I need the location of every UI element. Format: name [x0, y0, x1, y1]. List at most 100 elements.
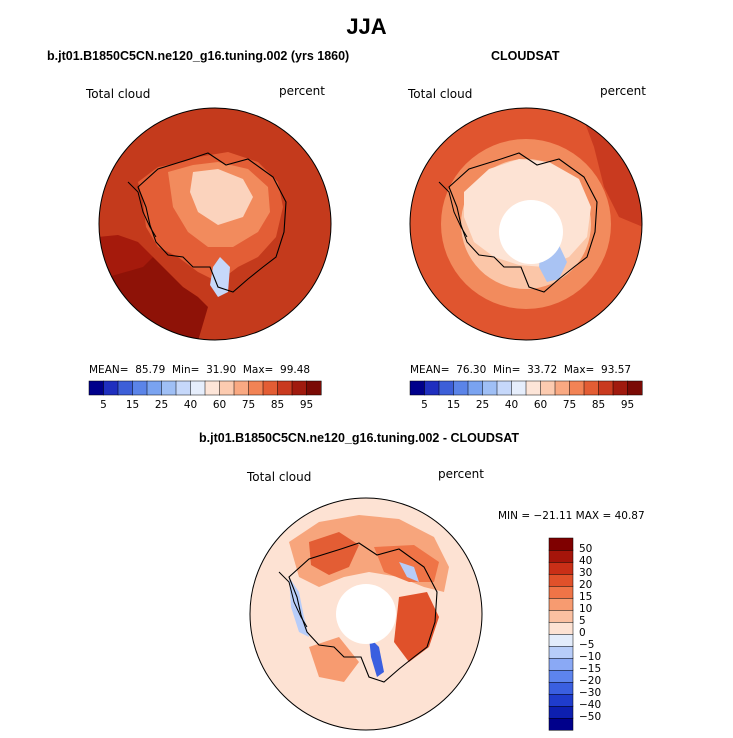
- cloudsat-colorbar-swatch: [496, 380, 513, 396]
- cloudsat-colorbar-tick-label: 15: [446, 399, 461, 411]
- difference-colorbar-tick-label: 50: [579, 543, 593, 555]
- model-colorbar-swatch: [161, 380, 177, 396]
- model-colorbar-swatch: [219, 380, 235, 396]
- difference-panel-title: b.jt01.B1850C5CN.ne120_g16.tuning.002 - …: [199, 431, 519, 445]
- cloudsat-colorbar-tick-label: 5: [421, 399, 428, 411]
- model-colorbar-swatch: [190, 380, 206, 396]
- figure-title: JJA: [346, 14, 387, 39]
- model-panel-title: b.jt01.B1850C5CN.ne120_g16.tuning.002 (y…: [47, 49, 350, 63]
- model-polar-map: [98, 107, 332, 341]
- model-colorbar-tick-label: 60: [212, 399, 227, 411]
- difference-colorbar-tick-label: 0: [579, 627, 586, 639]
- difference-colorbar-tick-label: 5: [579, 615, 586, 627]
- model-colorbar-tick-label: 95: [299, 399, 314, 411]
- model-colorbar-swatch: [233, 380, 250, 396]
- difference-positive-region: [309, 532, 359, 575]
- difference-units-label: percent: [438, 467, 484, 481]
- difference-colorbar-swatch: [548, 549, 574, 563]
- cloudsat-colorbar-tick-label: 25: [475, 399, 490, 411]
- difference-colorbar-tick-label: −10: [579, 651, 602, 663]
- difference-colorbar-tick-label: 20: [579, 579, 593, 591]
- model-colorbar-swatch: [132, 380, 148, 396]
- model-colorbar-tick-label: 40: [183, 399, 198, 411]
- difference-colorbar-swatch: [548, 537, 574, 551]
- cloudsat-panel-title: CLOUDSAT: [491, 49, 560, 63]
- difference-antarctica-coastline: [288, 542, 438, 683]
- model-colorbar-swatch: [262, 380, 279, 396]
- difference-colorbar-tick-label: −15: [579, 663, 602, 675]
- cloudsat-colorbar-swatch: [453, 380, 469, 396]
- difference-colorbar-swatch: [548, 633, 574, 647]
- model-colorbar-swatch: [248, 380, 264, 396]
- model-colorbar-swatch: [291, 380, 308, 396]
- cloudsat-units-label: percent: [600, 84, 646, 98]
- difference-colorbar-tick-label: −40: [579, 699, 602, 711]
- model-colorbar-tick-label: 15: [125, 399, 140, 411]
- model-colorbar-swatch: [103, 380, 119, 396]
- cloudsat-colorbar-swatch: [554, 380, 571, 396]
- cloudsat-polar-map: [409, 107, 643, 341]
- cloudsat-variable-label: Total cloud: [408, 87, 473, 101]
- model-colorbar-tick-label: 85: [270, 399, 285, 411]
- cloudsat-colorbar-tick-label: 85: [591, 399, 606, 411]
- difference-colorbar-swatch: [548, 705, 574, 719]
- model-colorbar-swatch: [117, 380, 134, 396]
- difference-no-data-hole: [336, 584, 396, 644]
- difference-colorbar-swatch: [548, 657, 574, 671]
- difference-colorbar-tick-label: 10: [579, 603, 593, 615]
- cloudsat-colorbar-swatch: [409, 380, 426, 396]
- cloudsat-colorbar-tick-label: 95: [620, 399, 635, 411]
- difference-colorbar-swatch: [548, 561, 574, 575]
- cloudsat-colorbar-swatch: [525, 380, 542, 396]
- difference-colorbar-swatch: [548, 681, 574, 695]
- model-colorbar-tick-label: 25: [154, 399, 169, 411]
- cloudsat-no-data-hole: [499, 200, 563, 264]
- difference-minmax: MIN = −21.11 MAX = 40.87: [498, 510, 645, 522]
- model-colorbar-swatch: [146, 380, 163, 396]
- difference-colorbar-tick-label: −50: [579, 711, 602, 723]
- cloudsat-stats: MEAN= 76.30 Min= 33.72 Max= 93.57: [410, 364, 632, 376]
- difference-colorbar-tick-label: −20: [579, 675, 602, 687]
- model-low-cloud-region: [210, 257, 230, 297]
- cloudsat-antarctica-coastline: [448, 152, 598, 293]
- model-stats: MEAN= 85.79 Min= 31.90 Max= 99.48: [89, 364, 311, 376]
- cloudsat-colorbar-swatch: [540, 380, 556, 396]
- model-colorbar-tick-label: 75: [241, 399, 256, 411]
- difference-colorbar-swatch: [548, 645, 574, 659]
- model-units-label: percent: [279, 84, 325, 98]
- difference-colorbar-swatch: [548, 669, 574, 683]
- difference-colorbar-tick-label: −30: [579, 687, 602, 699]
- model-variable-label: Total cloud: [86, 87, 151, 101]
- model-colorbar-swatch: [175, 380, 192, 396]
- difference-colorbar-tick-label: 30: [579, 567, 593, 579]
- cloudsat-colorbar-tick-label: 75: [562, 399, 577, 411]
- model-colorbar-swatch: [204, 380, 221, 396]
- cloudsat-colorbar-swatch: [482, 380, 498, 396]
- difference-variable-label: Total cloud: [247, 470, 312, 484]
- cloudsat-colorbar-swatch: [627, 380, 643, 396]
- model-colorbar-swatch: [306, 380, 322, 396]
- difference-colorbar-tick-label: 15: [579, 591, 593, 603]
- cloudsat-colorbar-swatch: [467, 380, 484, 396]
- cloudsat-colorbar-swatch: [612, 380, 629, 396]
- difference-colorbar-tick-label: 40: [579, 555, 593, 567]
- difference-colorbar-swatch: [548, 717, 574, 731]
- difference-colorbar-swatch: [548, 609, 574, 623]
- cloudsat-colorbar-swatch: [569, 380, 585, 396]
- cloudsat-colorbar-swatch: [598, 380, 614, 396]
- cloudsat-colorbar: [409, 380, 643, 396]
- cloudsat-colorbar-swatch: [511, 380, 527, 396]
- model-antarctica-coastline: [137, 152, 287, 293]
- cloudsat-colorbar-swatch: [424, 380, 440, 396]
- cloudsat-colorbar-swatch: [583, 380, 600, 396]
- cloudsat-colorbar-tick-label: 40: [504, 399, 519, 411]
- cloudsat-colorbar-swatch: [438, 380, 455, 396]
- model-colorbar: [88, 380, 322, 396]
- difference-polar-map: [249, 497, 483, 731]
- difference-colorbar-tick-label: −5: [579, 639, 595, 651]
- cloudsat-colorbar-tick-label: 60: [533, 399, 548, 411]
- difference-colorbar-swatch: [548, 621, 574, 635]
- difference-colorbar-swatch: [548, 693, 574, 707]
- difference-colorbar-swatch: [548, 585, 574, 599]
- model-colorbar-tick-label: 5: [100, 399, 107, 411]
